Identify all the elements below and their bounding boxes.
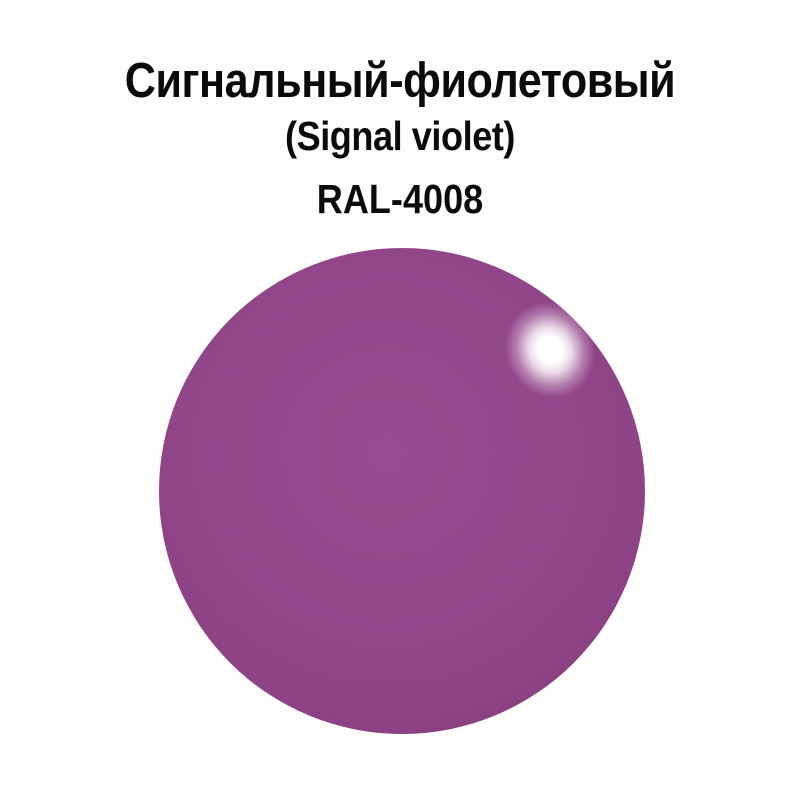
color-name-english: (Signal violet) <box>285 113 515 159</box>
color-swatch-circle <box>159 248 645 734</box>
color-name-russian: Сигнальный-фиолетовый <box>124 54 676 108</box>
gloss-highlight <box>474 271 626 429</box>
ral-code-label: RAL-4008 <box>316 176 484 222</box>
